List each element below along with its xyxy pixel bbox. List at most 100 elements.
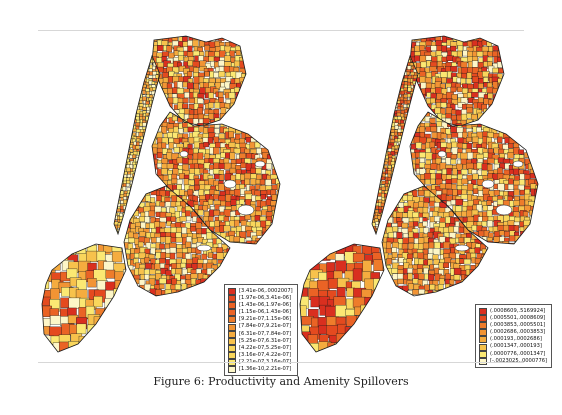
tract <box>166 45 173 53</box>
borough-brooklyn <box>382 186 488 296</box>
tract <box>402 237 410 245</box>
tract <box>422 242 429 250</box>
tract <box>486 249 488 255</box>
tract <box>218 183 225 191</box>
tract <box>167 132 173 138</box>
tract <box>187 189 193 196</box>
tract <box>136 164 142 169</box>
tract <box>450 66 458 72</box>
tract <box>440 193 447 201</box>
water-body <box>512 160 524 168</box>
borough-outline <box>409 35 505 127</box>
tract <box>460 169 468 175</box>
tract <box>434 267 440 275</box>
tract <box>228 92 236 99</box>
borough-outline <box>371 54 419 236</box>
tract <box>159 201 165 207</box>
tract <box>471 225 478 231</box>
tract <box>460 152 468 160</box>
legend-entry: [1.36e-10,2.21e-07] <box>228 366 293 374</box>
tract <box>246 240 253 244</box>
tract <box>142 96 147 102</box>
tract <box>152 78 157 82</box>
bottom-rule <box>38 362 524 363</box>
tract <box>155 296 160 301</box>
tract <box>451 178 458 184</box>
tract <box>443 241 451 249</box>
tract <box>239 60 246 69</box>
tract <box>126 183 130 187</box>
borough-statenisland <box>42 244 126 352</box>
tract <box>197 152 204 161</box>
tract <box>463 258 471 265</box>
tract <box>188 179 195 186</box>
tract <box>233 60 241 67</box>
tract <box>126 167 131 172</box>
tract <box>120 225 124 230</box>
water-body <box>254 160 266 168</box>
legend-label: [2.21e-07,3.16e-07] <box>239 358 292 365</box>
tract <box>407 87 412 92</box>
tract <box>386 258 392 265</box>
legend-label: (.0000776,.0001347] <box>490 350 546 357</box>
tract <box>424 179 431 185</box>
water-body <box>437 150 447 158</box>
tract <box>256 148 262 154</box>
tract <box>453 274 461 281</box>
tract <box>446 167 452 175</box>
tract <box>172 66 180 73</box>
tract <box>352 252 365 263</box>
tract <box>404 126 409 130</box>
tract <box>207 252 214 259</box>
legend-swatch <box>228 337 236 345</box>
tract <box>467 183 474 192</box>
tract <box>451 132 459 138</box>
tract <box>403 104 407 108</box>
legend-label: [9.21e-07,1.15e-06] <box>239 316 292 323</box>
tract <box>508 178 514 185</box>
tract <box>481 221 487 227</box>
tract <box>492 67 499 74</box>
legend-productivity: [3.41e-06,.0002007] [1.97e-06,3.41e-06] [1… <box>224 284 298 377</box>
legend-label: [4.22e-07,5.25e-07] <box>239 344 292 351</box>
tract <box>487 220 493 228</box>
tract <box>185 241 192 248</box>
tract <box>122 186 127 191</box>
water-body <box>481 179 495 189</box>
tract <box>139 100 143 104</box>
tract <box>159 258 166 264</box>
tract <box>441 45 447 53</box>
tract <box>401 222 409 229</box>
tract <box>419 162 426 168</box>
tract <box>391 252 398 258</box>
legend-swatch <box>479 315 487 323</box>
legend-swatch <box>479 322 487 330</box>
tract <box>430 45 438 51</box>
borough-outline <box>381 185 489 297</box>
tract <box>442 262 449 269</box>
tract <box>456 50 463 58</box>
tract <box>188 173 195 180</box>
tract <box>428 274 435 281</box>
tract <box>461 178 468 185</box>
water-body <box>495 204 513 216</box>
legend-entry: (.0005501,.0008609] <box>479 315 547 323</box>
tract <box>418 190 425 196</box>
tract <box>391 268 398 274</box>
water-body <box>196 244 212 252</box>
tract <box>138 267 145 275</box>
tract <box>488 104 496 112</box>
tract <box>377 196 383 200</box>
tract <box>182 97 189 104</box>
tract <box>455 199 463 206</box>
legend-swatch <box>479 350 487 358</box>
tract <box>218 174 225 181</box>
legend-entry: [3.41e-06,.0002007] <box>228 288 293 296</box>
tract <box>223 257 230 265</box>
tract <box>76 323 87 335</box>
borough-statenisland <box>300 244 384 352</box>
tract <box>450 158 457 165</box>
tract <box>174 284 181 290</box>
tract <box>310 296 321 308</box>
tract <box>166 163 175 169</box>
